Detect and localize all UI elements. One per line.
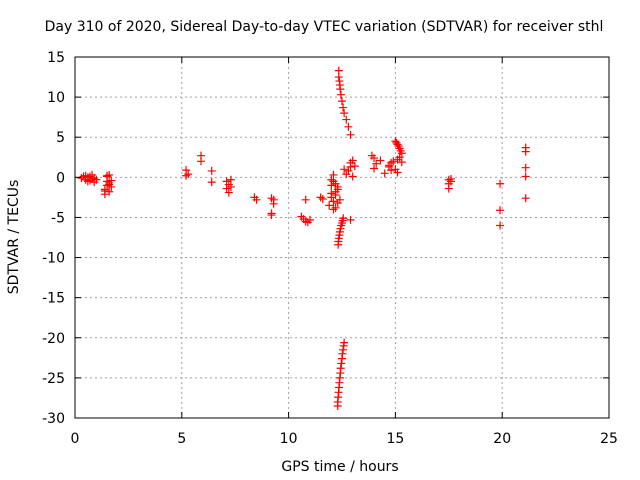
data-point — [444, 184, 453, 193]
x-tick-label: 0 — [71, 431, 80, 447]
data-point — [329, 205, 338, 214]
data-point — [331, 187, 340, 196]
data-point — [397, 149, 406, 158]
data-point — [334, 73, 343, 82]
x-axis-label: GPS time / hours — [281, 459, 398, 475]
data-point — [521, 163, 530, 172]
data-point — [184, 170, 193, 179]
data-point — [521, 147, 530, 156]
y-tick-label: 10 — [47, 90, 65, 106]
data-point — [329, 197, 338, 206]
y-axis-label: SDTVAR / TECUs — [6, 180, 22, 295]
data-point — [226, 182, 235, 191]
x-tick-label: 10 — [280, 431, 298, 447]
data-point — [301, 195, 310, 204]
data-point — [105, 187, 114, 196]
data-point — [92, 175, 101, 184]
y-tick-label: -10 — [42, 251, 65, 267]
data-point — [267, 209, 276, 218]
data-point — [395, 153, 404, 162]
y-tick-label: -15 — [42, 291, 65, 307]
data-point — [348, 156, 357, 165]
data-point — [521, 172, 530, 181]
data-point — [397, 158, 406, 167]
data-point — [521, 194, 530, 203]
data-point — [329, 170, 338, 179]
data-point — [100, 186, 109, 195]
data-point — [350, 162, 359, 171]
y-axis: 15 10 5 0 -5 -10 -15 -20 -25 -30 — [42, 50, 609, 427]
data-point — [333, 182, 342, 191]
data-point — [340, 109, 349, 118]
data-point — [103, 172, 112, 181]
data-point — [372, 159, 381, 168]
data-point — [344, 166, 353, 175]
data-point — [327, 175, 336, 184]
data-point — [393, 168, 402, 177]
data-point — [339, 214, 348, 223]
data-point — [222, 184, 231, 193]
data-point — [207, 166, 216, 175]
data-point — [380, 169, 389, 178]
data-point — [336, 364, 345, 373]
x-tick-label: 15 — [386, 431, 404, 447]
data-point — [370, 154, 379, 163]
data-point — [224, 188, 233, 197]
data-point — [197, 157, 206, 166]
data-point — [340, 338, 349, 347]
data-point — [339, 103, 348, 112]
data-point — [327, 193, 336, 202]
plot-frame — [74, 56, 610, 419]
data-point — [338, 97, 346, 106]
data-point — [446, 174, 455, 183]
y-tick-label: 5 — [56, 130, 65, 146]
data-point — [496, 206, 505, 215]
data-point — [226, 175, 235, 184]
data-point — [339, 345, 348, 354]
data-point — [340, 165, 349, 174]
data-point — [376, 156, 385, 165]
data-point — [338, 349, 347, 358]
data-point — [336, 90, 345, 99]
data-point — [105, 178, 114, 187]
x-tick-label: 25 — [600, 431, 618, 447]
x-tick-label: 20 — [493, 431, 511, 447]
y-tick-label: 0 — [56, 170, 65, 186]
x-axis: 0 5 10 15 20 25 — [71, 57, 618, 447]
data-point — [389, 157, 398, 166]
data-point — [348, 172, 357, 181]
data-point — [387, 166, 396, 175]
data-point — [207, 178, 216, 187]
data-point — [182, 166, 191, 175]
data-point — [325, 201, 334, 210]
x-tick-label: 5 — [177, 431, 186, 447]
y-tick-label: -30 — [42, 411, 65, 427]
data-point — [252, 195, 261, 204]
data-point — [305, 215, 314, 224]
y-tick-label: -25 — [42, 371, 65, 387]
y-tick-label: -5 — [51, 210, 65, 226]
data-point — [393, 140, 402, 149]
data-point — [346, 215, 355, 224]
data-point — [337, 359, 346, 368]
data-point — [269, 195, 278, 204]
y-tick-label: 15 — [47, 50, 65, 66]
chart-title: Day 310 of 2020, Sidereal Day-to-day VTE… — [45, 19, 604, 35]
data-point — [318, 194, 327, 203]
data-point — [344, 122, 353, 131]
data-point — [370, 164, 379, 173]
data-point — [342, 115, 351, 124]
data-point — [496, 179, 505, 188]
data-point — [496, 221, 505, 230]
data-point — [336, 85, 345, 94]
data-point — [335, 195, 344, 204]
data-points — [77, 66, 530, 410]
y-tick-label: -20 — [42, 331, 65, 347]
data-point — [346, 130, 355, 139]
